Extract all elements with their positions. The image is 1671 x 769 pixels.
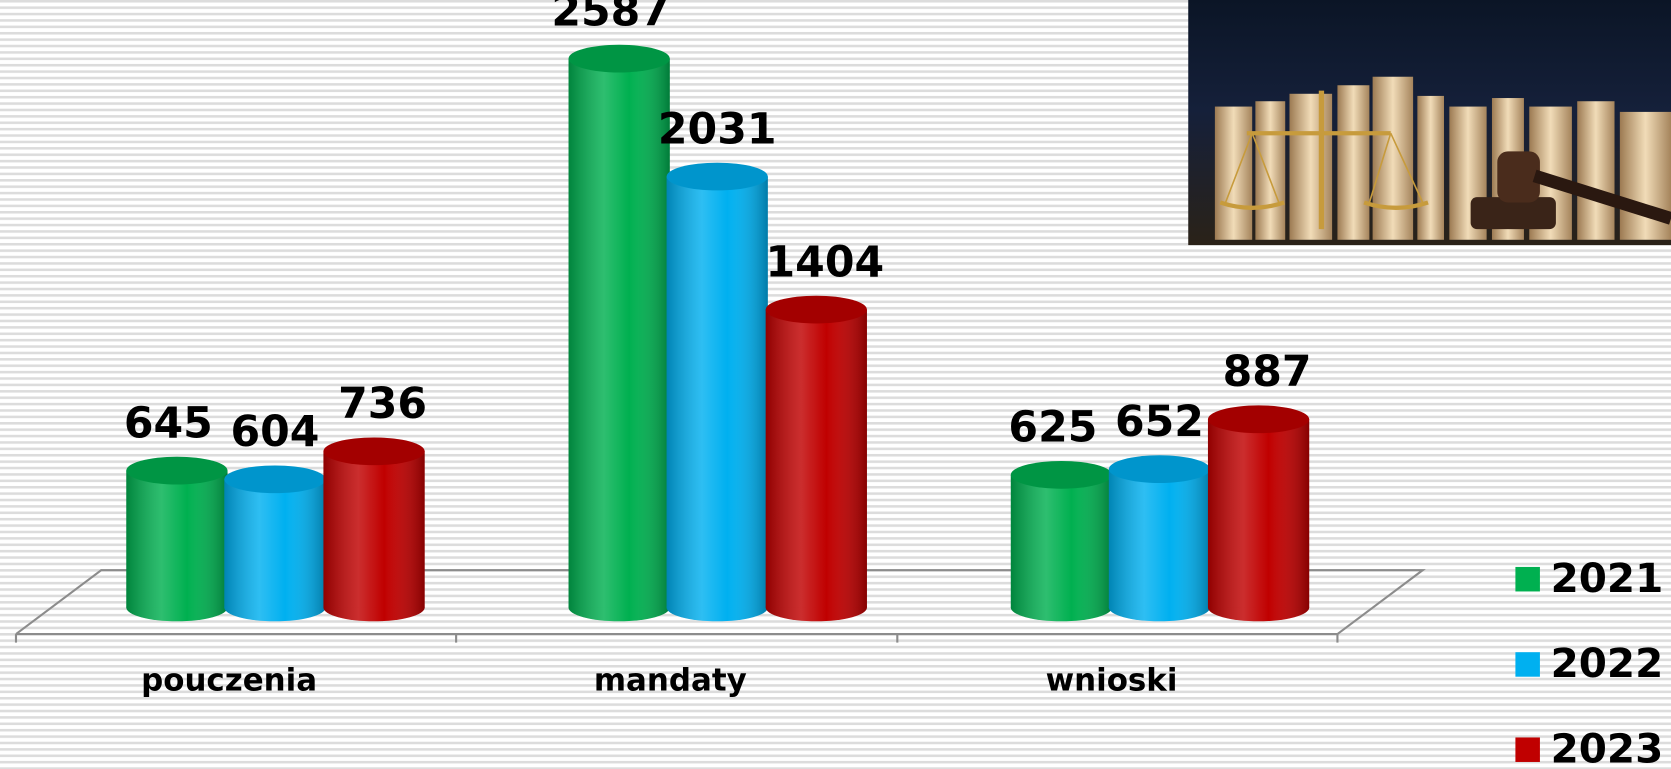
- bar-shade: [568, 58, 670, 608]
- legend-swatch: [1515, 652, 1540, 677]
- bar-top: [568, 44, 670, 73]
- data-label: 2031: [658, 104, 777, 154]
- legend-swatch: [1515, 566, 1540, 592]
- bar-top: [323, 437, 425, 466]
- bar-top-shade: [1207, 405, 1310, 434]
- bar-top: [1108, 455, 1211, 483]
- bar-top-shade: [224, 465, 326, 494]
- bar-shade: [1010, 474, 1113, 608]
- legend-label: 2022: [1551, 639, 1664, 687]
- bar-top: [1010, 460, 1113, 489]
- plot: pouczenia mandaty wnioski 645 2587 625 604 2031…: [124, 0, 1663, 769]
- bar-top-shade: [1010, 460, 1113, 489]
- data-label: 2587: [551, 0, 670, 36]
- data-label: 652: [1115, 397, 1204, 447]
- bar-shade: [666, 176, 768, 608]
- legend-swatch: [1515, 737, 1540, 762]
- x-tick-label: pouczenia: [141, 663, 317, 699]
- bar-top: [666, 162, 768, 191]
- bar-top-shade: [1108, 455, 1211, 483]
- data-label: 1404: [766, 237, 885, 287]
- data-label: 736: [338, 379, 427, 429]
- data-label: 645: [124, 398, 213, 448]
- x-tick-label: mandaty: [594, 663, 747, 699]
- bar-top: [126, 456, 228, 485]
- legend-label: 2021: [1551, 554, 1664, 602]
- bar-top-shade: [666, 162, 768, 191]
- bar-top-shade: [126, 456, 228, 485]
- bar-top: [1207, 405, 1310, 434]
- bar-shade: [224, 479, 326, 608]
- legend-label: 2023: [1551, 724, 1664, 769]
- bar-top: [224, 465, 326, 494]
- bar-shade: [323, 451, 425, 608]
- bar-top-shade: [568, 44, 670, 73]
- x-tick-label: wnioski: [1046, 663, 1178, 699]
- bar-top-shade: [765, 295, 867, 324]
- data-label: 887: [1223, 347, 1312, 397]
- bar-top: [765, 295, 867, 324]
- bar-shade: [1207, 419, 1310, 608]
- photo: [1188, 0, 1671, 246]
- bar-shade: [765, 309, 867, 608]
- bar-top-shade: [323, 437, 425, 466]
- data-label: 625: [1008, 403, 1097, 453]
- bar-shade: [126, 470, 228, 608]
- data-label: 604: [230, 407, 319, 457]
- bar-shade: [1108, 469, 1211, 608]
